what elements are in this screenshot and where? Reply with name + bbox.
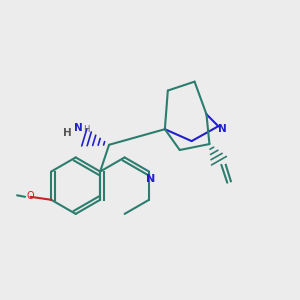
Text: N: N [146, 174, 155, 184]
Text: N: N [218, 124, 226, 134]
Text: H: H [83, 125, 89, 134]
Text: N: N [74, 124, 83, 134]
Text: O: O [26, 191, 34, 201]
Text: H: H [63, 128, 72, 138]
